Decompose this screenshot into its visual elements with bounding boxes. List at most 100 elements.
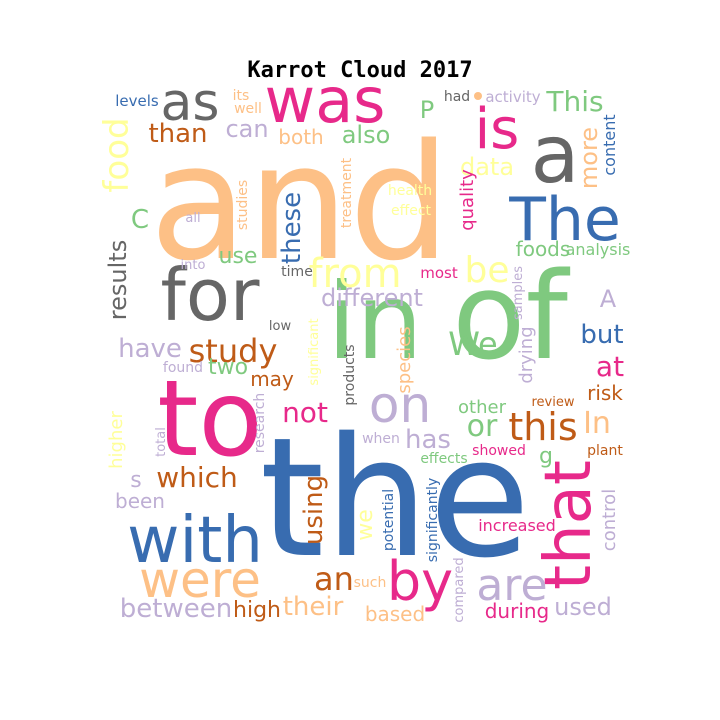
word-activity-77: activity xyxy=(485,88,540,106)
word-significantly-70: significantly xyxy=(425,478,441,562)
word-had-76: had xyxy=(444,89,470,105)
word-c-57: C xyxy=(131,205,149,235)
word-into-83: into xyxy=(181,258,206,273)
word-from-17: from xyxy=(308,251,401,297)
word-risk-52: risk xyxy=(587,381,623,405)
word-studies-79: studies xyxy=(235,180,251,230)
word-food-21: food xyxy=(97,117,137,192)
word-based-66: based xyxy=(365,602,425,626)
word-other-51: other xyxy=(458,397,507,418)
word-g-59: g xyxy=(539,444,553,469)
word-all-78: all xyxy=(185,211,200,226)
word-been-67: been xyxy=(115,489,165,513)
word-showed-93: showed xyxy=(472,443,526,459)
word-by-15: by xyxy=(387,550,453,613)
word-levels-73: levels xyxy=(115,92,159,110)
word-a-5: a xyxy=(530,108,579,201)
chart-title: Karrot Cloud 2017 xyxy=(247,58,473,83)
word-but-36: but xyxy=(580,320,623,350)
word-quality-54: quality xyxy=(457,169,478,231)
word-total-90: total xyxy=(154,427,169,457)
word-low-85: low xyxy=(269,319,292,334)
word-use-47: use xyxy=(219,244,258,269)
word-potential-71: potential xyxy=(381,489,397,551)
word-when-91: when xyxy=(362,431,400,447)
word-may-48: may xyxy=(250,367,294,391)
word-were-12: were xyxy=(139,551,261,609)
word-of-2: of xyxy=(452,248,570,387)
word-for-6: for xyxy=(161,253,260,337)
word-has-38: has xyxy=(405,425,451,455)
dot-mark xyxy=(474,92,482,100)
word-effects-92: effects xyxy=(420,451,467,467)
word-treatment-80: treatment xyxy=(339,157,355,228)
word-foods-60: foods xyxy=(516,237,571,261)
word-this-18: this xyxy=(508,405,577,449)
word-as-13: as xyxy=(161,73,220,133)
word-be-19: be xyxy=(465,250,510,291)
word-with-10: with xyxy=(127,504,263,578)
word-species-50: species xyxy=(394,326,415,393)
word-compared-98: compared xyxy=(452,557,467,622)
word-not-37: not xyxy=(282,396,328,429)
word-the-9: The xyxy=(508,185,621,255)
word-plant-95: plant xyxy=(587,443,623,459)
word-drying-63: drying xyxy=(516,326,537,383)
word-samples-96: samples xyxy=(511,266,526,320)
word-content-62: content xyxy=(600,114,619,175)
word-have-28: have xyxy=(118,334,182,364)
word-at-35: at xyxy=(596,350,624,383)
word-both-42: both xyxy=(278,125,323,149)
word-its-74: its xyxy=(233,88,250,104)
word-these-22: these xyxy=(277,192,307,264)
word-more-44: more xyxy=(575,127,603,189)
word-time-84: time xyxy=(281,264,313,280)
word-data-43: data xyxy=(460,153,514,181)
word-two-49: two xyxy=(208,355,248,380)
word-different-29: different xyxy=(321,284,423,312)
word-analysis-61: analysis xyxy=(566,240,631,259)
word-that-11: that xyxy=(532,460,606,590)
word-was-7: was xyxy=(264,64,385,137)
word-on-14: on xyxy=(369,376,431,434)
word-between-25: between xyxy=(120,594,232,624)
word-we-32: We xyxy=(448,325,497,363)
word-is-8: is xyxy=(475,97,520,162)
word-the-1: the xyxy=(260,402,531,594)
word-research-89: research xyxy=(252,393,268,454)
word-during-65: during xyxy=(485,599,550,623)
word-to-4: to xyxy=(157,358,262,480)
word-than-39: than xyxy=(148,119,207,149)
word-well-75: well xyxy=(234,101,262,117)
word-review-94: review xyxy=(532,395,575,410)
word-using-31: using xyxy=(299,475,329,545)
word-or-33: or xyxy=(467,409,498,444)
word-this-30: This xyxy=(545,85,603,118)
word-health-81: health xyxy=(388,183,432,199)
word-and-0: and xyxy=(149,109,450,296)
word-increased-69: increased xyxy=(478,516,556,535)
word-their-24: their xyxy=(283,592,344,622)
word-significant-86: significant xyxy=(307,318,322,385)
word-found-87: found xyxy=(163,360,203,376)
word-are-16: are xyxy=(476,560,547,611)
word-control-64: control xyxy=(599,489,620,551)
word-in-34: In xyxy=(583,406,611,441)
word-in-3: in xyxy=(327,261,423,383)
word-such-97: such xyxy=(354,575,387,591)
word-also-41: also xyxy=(342,121,391,149)
word-can-40: can xyxy=(225,115,268,143)
word-we-53: we xyxy=(353,509,378,541)
word-products-88: products xyxy=(342,344,358,405)
word-results-27: results xyxy=(104,240,132,320)
word-most-72: most xyxy=(420,264,458,282)
word-a-56: A xyxy=(600,285,617,313)
word-which-26: which xyxy=(156,461,238,494)
word-s-58: s xyxy=(130,468,141,493)
word-p-55: P xyxy=(420,96,434,124)
word-effect-82: effect xyxy=(391,203,432,219)
word-high-46: high xyxy=(233,598,281,623)
word-study-20: study xyxy=(189,332,278,370)
